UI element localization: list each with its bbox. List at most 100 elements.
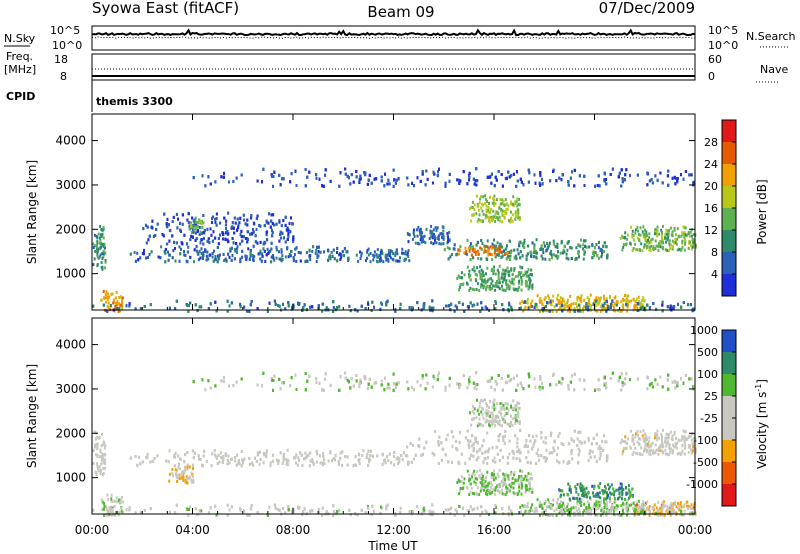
heat-cell xyxy=(270,247,273,251)
heat-cell xyxy=(485,204,488,208)
heat-cell xyxy=(336,246,339,250)
heat-cell xyxy=(598,184,601,188)
heat-cell xyxy=(401,247,404,251)
heat-cell xyxy=(104,453,107,457)
heat-cell xyxy=(139,256,142,260)
heat-cell xyxy=(323,462,326,465)
heat-cell xyxy=(237,459,240,462)
heat-cell xyxy=(648,248,651,252)
heat-cell xyxy=(547,301,550,305)
heat-cell xyxy=(487,248,490,252)
heat-cell xyxy=(475,252,478,256)
heat-cell xyxy=(671,176,674,180)
heat-cell xyxy=(584,239,587,243)
heat-cell xyxy=(364,307,367,310)
heat-cell xyxy=(633,238,636,242)
heat-cell xyxy=(246,240,249,244)
heat-cell xyxy=(603,250,605,254)
heat-cell xyxy=(498,215,501,219)
heat-cell xyxy=(595,296,598,300)
heat-cell xyxy=(690,173,693,177)
heat-cell xyxy=(195,223,198,227)
heat-cell xyxy=(419,227,422,231)
heat-cell xyxy=(684,170,687,173)
heat-cell xyxy=(519,250,522,254)
heat-cell xyxy=(481,270,484,274)
heat-cell xyxy=(414,453,417,457)
heat-cell xyxy=(146,456,149,460)
heat-cell xyxy=(203,449,206,453)
heat-cell xyxy=(388,254,391,258)
heat-cell xyxy=(187,221,190,225)
heat-cell xyxy=(370,181,373,185)
heat-cell xyxy=(531,283,534,287)
heat-cell xyxy=(503,277,506,281)
heat-cell xyxy=(366,248,369,252)
heat-cell xyxy=(586,296,589,300)
heat-cell xyxy=(102,456,105,460)
heat-cell xyxy=(371,454,374,458)
heat-cell xyxy=(177,474,180,478)
heat-cell xyxy=(279,233,282,236)
heat-cell xyxy=(284,240,287,244)
heat-cell xyxy=(453,309,456,313)
heat-cell xyxy=(165,459,168,463)
heat-cell xyxy=(631,249,634,253)
heat-cell xyxy=(118,498,120,502)
heat-cell xyxy=(516,204,519,208)
heat-cell xyxy=(171,472,174,476)
heat-cell xyxy=(437,170,439,174)
heat-cell xyxy=(572,439,575,443)
heat-cell xyxy=(233,216,236,220)
heat-cell xyxy=(300,453,303,457)
heat-cell xyxy=(102,466,105,470)
heat-cell xyxy=(583,249,586,253)
heat-cell xyxy=(431,232,434,236)
heat-cell xyxy=(349,309,352,313)
heat-cell xyxy=(224,231,227,235)
heat-cell xyxy=(580,238,582,242)
heat-cell xyxy=(507,255,510,259)
heat-cell xyxy=(494,255,497,259)
heat-cell xyxy=(666,238,669,241)
heat-cell xyxy=(646,234,649,237)
heat-cell xyxy=(461,283,464,287)
heat-cell xyxy=(508,284,511,288)
heat-cell xyxy=(270,241,273,245)
heat-cell xyxy=(372,253,375,257)
heat-cell xyxy=(445,304,448,308)
heat-cell xyxy=(122,500,124,504)
heat-cell xyxy=(386,182,389,186)
heat-cell xyxy=(503,204,506,207)
heat-cell xyxy=(146,225,149,229)
heat-cell xyxy=(100,455,103,459)
heat-cell xyxy=(626,294,629,298)
heat-cell xyxy=(101,252,104,256)
heat-cell xyxy=(518,218,521,222)
heat-cell xyxy=(255,217,258,221)
heat-cell xyxy=(145,223,147,227)
heat-cell xyxy=(312,462,315,466)
heat-cell xyxy=(102,289,105,293)
heat-cell xyxy=(244,237,247,240)
heat-cell xyxy=(404,454,407,458)
heat-cell xyxy=(145,241,148,245)
heat-cell xyxy=(110,510,113,513)
heat-cell xyxy=(338,305,341,309)
heat-cell xyxy=(110,513,113,517)
heat-cell xyxy=(339,451,342,455)
heat-cell xyxy=(503,276,506,280)
heat-cell xyxy=(195,245,198,249)
heat-cell xyxy=(526,270,529,274)
heat-cell xyxy=(540,247,543,251)
heat-cell xyxy=(494,300,497,304)
heat-cell xyxy=(249,252,252,256)
heat-cell xyxy=(510,174,513,178)
heat-cell xyxy=(321,309,324,313)
heat-cell xyxy=(577,252,580,255)
heat-cell xyxy=(249,303,252,307)
heat-cell xyxy=(514,215,517,219)
heat-cell xyxy=(305,251,308,255)
heat-cell xyxy=(519,265,522,269)
heat-cell xyxy=(432,170,435,174)
